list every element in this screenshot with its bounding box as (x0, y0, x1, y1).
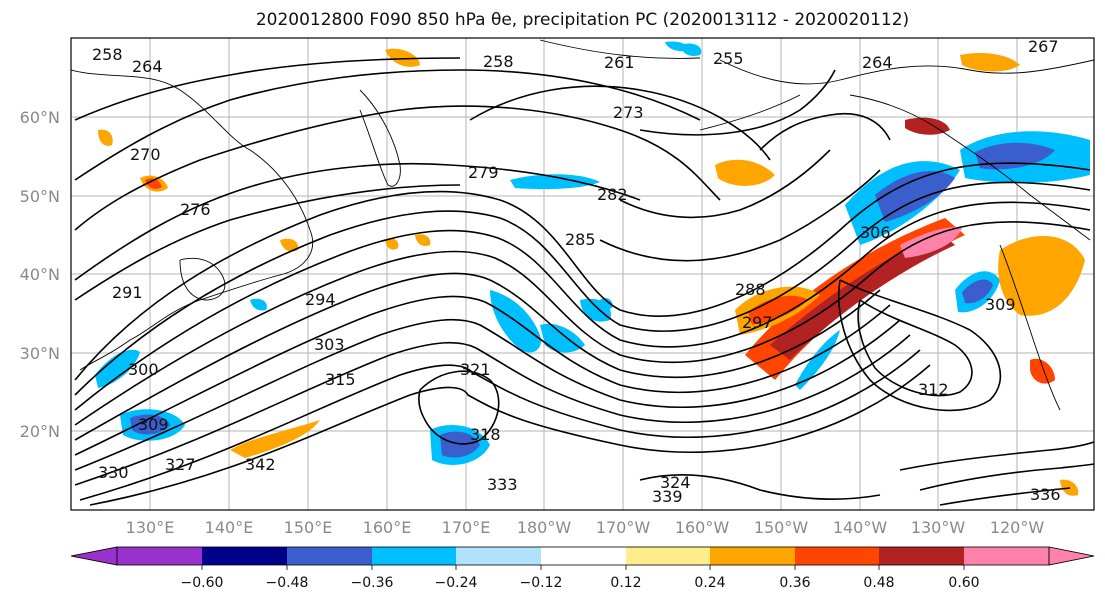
contour-label-330a: 330 (98, 463, 129, 482)
colorbar-tick-3: −0.24 (435, 575, 478, 591)
contour-label-258a: 258 (92, 45, 123, 64)
contour-label-312: 312 (918, 380, 949, 399)
contour-label-294: 294 (305, 290, 336, 309)
contour-label-321: 321 (460, 360, 491, 379)
colorbar-seg-3 (287, 547, 372, 565)
colorbar-tick-9: 0.60 (948, 575, 979, 591)
lon-tick-180w: 180°W (517, 518, 572, 537)
contour-label-264a: 264 (132, 57, 163, 76)
colorbar-seg-0 (70, 546, 118, 566)
colorbar: −0.60 −0.48 −0.36 −0.24 −0.12 0.12 0.24 … (70, 546, 1095, 591)
contour-label-282: 282 (597, 185, 628, 204)
precip-shading (95, 41, 1090, 496)
contour-label-273: 273 (613, 103, 644, 122)
contour-label-309b: 309 (985, 295, 1016, 314)
lon-tick-120w: 120°W (990, 518, 1045, 537)
colorbar-seg-5 (456, 547, 541, 565)
colorbar-tick-5: 0.12 (610, 575, 641, 591)
colorbar-seg-7 (626, 547, 710, 565)
colorbar-tick-6: 0.24 (694, 575, 725, 591)
contour-label-324: 324 (660, 473, 691, 492)
colorbar-seg-4 (372, 547, 456, 565)
lat-tick-20: 20°N (20, 422, 60, 441)
lon-tick-170e: 170°E (442, 518, 491, 537)
contour-label-327: 327 (165, 455, 196, 474)
contour-label-300: 300 (128, 360, 159, 379)
colorbar-seg-2 (202, 547, 287, 565)
lon-tick-140e: 140°E (205, 518, 254, 537)
colorbar-tick-8: 0.48 (863, 575, 894, 591)
colorbar-seg-12 (1048, 546, 1095, 566)
contour-label-315: 315 (325, 370, 356, 389)
contour-label-309a: 309 (138, 415, 169, 434)
lon-tick-150w: 150°W (754, 518, 809, 537)
lat-tick-30: 30°N (20, 344, 60, 363)
lon-tick-160w: 160°W (675, 518, 730, 537)
contour-label-279: 279 (468, 163, 499, 182)
contour-label-333: 333 (487, 475, 518, 494)
lon-tick-130w: 130°W (911, 518, 966, 537)
contour-label-339: 339 (652, 487, 683, 506)
lat-ticks: 60°N 50°N 40°N 30°N 20°N (20, 108, 60, 441)
contour-label-267: 267 (1028, 37, 1059, 56)
contour-labels: 258 264 258 261 255 264 267 270 273 276 … (92, 37, 1061, 506)
colorbar-seg-10 (879, 547, 964, 565)
colorbar-tick-1: −0.48 (266, 575, 309, 591)
contour-label-297: 297 (742, 313, 773, 332)
contour-label-336: 336 (1030, 485, 1061, 504)
map-title: 2020012800 F090 850 hPa θe, precipitatio… (255, 10, 910, 30)
colorbar-seg-11 (964, 547, 1049, 565)
lon-tick-150e: 150°E (284, 518, 333, 537)
contour-label-342: 342 (245, 455, 276, 474)
theta-e-contours (74, 57, 1094, 506)
lat-tick-50: 50°N (20, 187, 60, 206)
lon-tick-170w: 170°W (596, 518, 651, 537)
colorbar-seg-6 (541, 547, 626, 565)
lat-tick-40: 40°N (20, 265, 60, 284)
contour-label-261: 261 (604, 53, 635, 72)
contour-label-306: 306 (860, 223, 891, 242)
coastlines (71, 39, 1094, 411)
lon-tick-160e: 160°E (363, 518, 412, 537)
lat-tick-60: 60°N (20, 108, 60, 127)
contour-label-318: 318 (470, 425, 501, 444)
contour-label-291: 291 (112, 283, 143, 302)
contour-label-288: 288 (735, 280, 766, 299)
colorbar-seg-9 (795, 547, 879, 565)
contour-label-285: 285 (565, 230, 596, 249)
colorbar-tick-7: 0.36 (779, 575, 810, 591)
contour-label-303: 303 (314, 335, 345, 354)
colorbar-tick-2: −0.36 (351, 575, 394, 591)
contour-label-264b: 264 (862, 53, 893, 72)
contour-label-270: 270 (130, 145, 161, 164)
colorbar-seg-8 (710, 547, 795, 565)
contour-label-276: 276 (180, 200, 211, 219)
colorbar-tick-0: −0.60 (181, 575, 224, 591)
contour-label-258b: 258 (483, 52, 514, 71)
colorbar-seg-1 (117, 547, 202, 565)
lon-tick-140w: 140°W (833, 518, 888, 537)
map-frame (70, 37, 1095, 511)
lon-tick-130e: 130°E (126, 518, 175, 537)
lon-ticks: 130°E 140°E 150°E 160°E 170°E 180°W 170°… (126, 518, 1045, 537)
contour-label-255: 255 (713, 49, 744, 68)
colorbar-tick-4: −0.12 (520, 575, 563, 591)
